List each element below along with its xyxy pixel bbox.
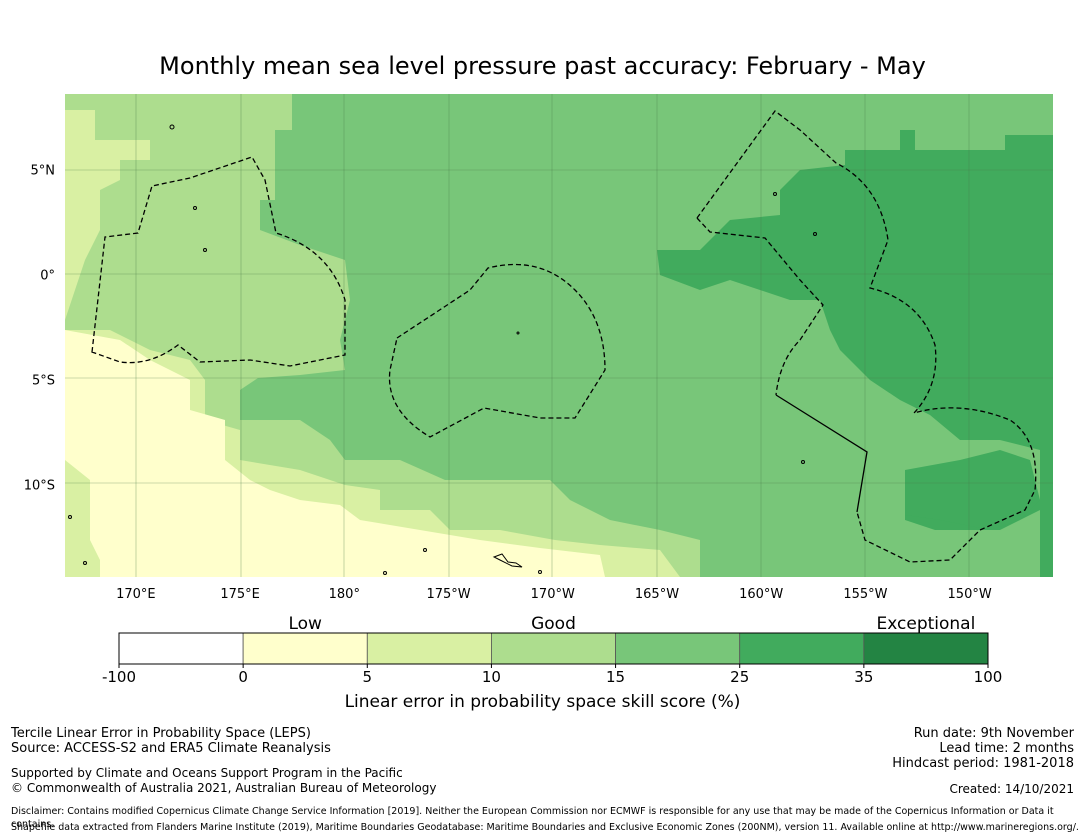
lat-tick-label: 5°N <box>31 164 56 179</box>
footer-method: Tercile Linear Error in Probability Spac… <box>11 726 311 741</box>
lon-tick-label: 175°W <box>426 587 470 602</box>
colorbar-frame <box>118 632 989 665</box>
shapefile-credit: Shapefile data extracted from Flanders M… <box>11 822 1079 833</box>
colorbar-bin <box>242 632 368 665</box>
footer-left-block: Tercile Linear Error in Probability Spac… <box>11 726 331 756</box>
lead-time: Lead time: 2 months <box>939 741 1074 756</box>
lon-tick-label: 170°W <box>531 587 575 602</box>
page-title: Monthly mean sea level pressure past acc… <box>159 52 926 80</box>
colorbar-bin <box>739 632 865 665</box>
lon-tick-label: 155°W <box>843 587 887 602</box>
lon-tick-label: 165°W <box>635 587 679 602</box>
colorbar-tick-label: 35 <box>854 668 873 686</box>
colorbar-tick-label: 25 <box>730 668 749 686</box>
skill-map: 5°N 0° 5°S 10°S 170°E 175°E 180° 175°W 170°W 165… <box>24 94 1053 686</box>
disclaimer: Disclaimer: Contains modified Copernicus… <box>11 806 1054 830</box>
colorbar-tick-label: 5 <box>363 668 373 686</box>
lon-tick-label: 170°E <box>116 587 156 602</box>
colorbar: -100 0 5 10 15 25 35 100 Low Good Exceptional <box>102 614 1002 686</box>
islands <box>68 124 817 575</box>
colorbar-tick-label: 15 <box>606 668 625 686</box>
colorbar-category-label: Low <box>288 614 322 634</box>
colorbar-category-label: Exceptional <box>877 614 976 634</box>
colorbar-tick-label: 100 <box>974 668 1003 686</box>
region-pale-yellow-west <box>65 330 605 577</box>
footer-right-block: Run date: 9th November Lead time: 2 mont… <box>892 726 1074 771</box>
lat-tick-label: 0° <box>40 269 55 284</box>
region-green-southeast <box>905 450 1040 530</box>
lon-tick-label: 180° <box>329 587 360 602</box>
footer-copyright: © Commonwealth of Australia 2021, Austra… <box>11 781 437 795</box>
colorbar-tick-label: 0 <box>238 668 248 686</box>
lat-tick-label: 10°S <box>24 479 55 494</box>
footer-source: Source: ACCESS-S2 and ERA5 Climate Reana… <box>11 741 331 756</box>
colorbar-bin <box>863 632 989 665</box>
created-date: Created: 14/10/2021 <box>949 782 1074 796</box>
run-date: Run date: 9th November <box>913 726 1074 741</box>
lat-tick-label: 5°S <box>32 374 55 389</box>
colorbar-bin <box>491 632 616 665</box>
lon-tick-label: 175°E <box>220 587 260 602</box>
region-green-east <box>657 130 1053 577</box>
footer-support: Supported by Climate and Oceans Support … <box>11 766 403 780</box>
eez-boundaries <box>91 110 1037 563</box>
footer-credits: Supported by Climate and Oceans Support … <box>11 766 436 796</box>
hindcast-period: Hindcast period: 1981-2018 <box>892 756 1074 771</box>
colorbar-label: Linear error in probability space skill … <box>344 692 741 712</box>
lon-tick-label: 150°W <box>948 587 992 602</box>
lon-tick-label: 160°W <box>739 587 783 602</box>
colorbar-tick-label: 10 <box>482 668 501 686</box>
graticule <box>65 94 1053 577</box>
boundary-solid <box>775 394 868 513</box>
colorbar-bin <box>366 632 492 665</box>
colorbar-tick-label: -100 <box>102 668 136 686</box>
colorbar-category-label: Good <box>531 614 576 634</box>
colorbar-bin <box>615 632 741 665</box>
colorbar-bin <box>118 632 244 665</box>
